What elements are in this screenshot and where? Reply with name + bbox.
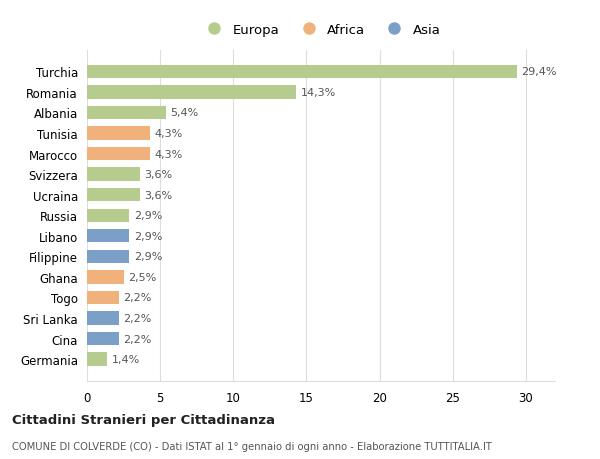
- Text: 4,3%: 4,3%: [154, 129, 182, 139]
- Bar: [87, 250, 130, 263]
- Bar: [87, 291, 119, 304]
- Bar: [87, 127, 150, 140]
- Bar: [87, 168, 140, 181]
- Bar: [87, 147, 150, 161]
- Text: 2,2%: 2,2%: [124, 313, 152, 323]
- Text: 2,2%: 2,2%: [124, 334, 152, 344]
- Text: 1,4%: 1,4%: [112, 354, 140, 364]
- Text: 2,2%: 2,2%: [124, 293, 152, 303]
- Text: 4,3%: 4,3%: [154, 149, 182, 159]
- Text: 2,9%: 2,9%: [134, 252, 162, 262]
- Text: 14,3%: 14,3%: [301, 88, 336, 98]
- Text: Cittadini Stranieri per Cittadinanza: Cittadini Stranieri per Cittadinanza: [12, 413, 275, 426]
- Bar: [87, 230, 130, 243]
- Legend: Europa, Africa, Asia: Europa, Africa, Asia: [197, 20, 445, 40]
- Text: 3,6%: 3,6%: [144, 170, 172, 180]
- Bar: [87, 209, 130, 223]
- Text: 2,5%: 2,5%: [128, 272, 156, 282]
- Bar: [87, 271, 124, 284]
- Bar: [87, 86, 296, 99]
- Bar: [87, 66, 517, 79]
- Bar: [87, 312, 119, 325]
- Text: 2,9%: 2,9%: [134, 211, 162, 221]
- Bar: [87, 332, 119, 346]
- Text: COMUNE DI COLVERDE (CO) - Dati ISTAT al 1° gennaio di ogni anno - Elaborazione T: COMUNE DI COLVERDE (CO) - Dati ISTAT al …: [12, 441, 492, 451]
- Text: 5,4%: 5,4%: [170, 108, 199, 118]
- Bar: [87, 106, 166, 120]
- Text: 2,9%: 2,9%: [134, 231, 162, 241]
- Text: 3,6%: 3,6%: [144, 190, 172, 200]
- Text: 29,4%: 29,4%: [521, 67, 557, 77]
- Bar: [87, 189, 140, 202]
- Bar: [87, 353, 107, 366]
